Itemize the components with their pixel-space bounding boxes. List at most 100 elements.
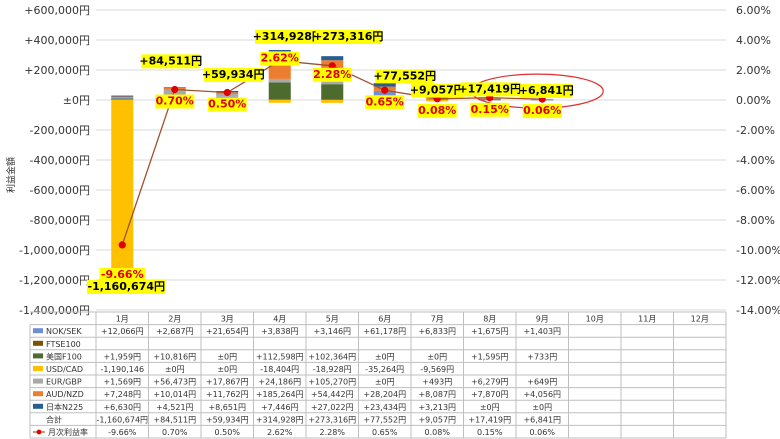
table-cell: +102,364円 bbox=[308, 352, 356, 361]
bar-segment bbox=[321, 99, 344, 101]
table-cell: +7,870円 bbox=[471, 390, 509, 399]
table-cell: 0.65% bbox=[372, 428, 398, 437]
table-cell: 0.50% bbox=[215, 428, 241, 437]
bar-segment bbox=[111, 96, 134, 98]
bar-segment bbox=[321, 56, 344, 61]
y2-tick-label: -4.00% bbox=[736, 154, 775, 167]
rate-label-bg bbox=[207, 97, 247, 112]
legend-label: NOK/SEK bbox=[46, 327, 82, 336]
table-cell: +11,762円 bbox=[206, 390, 249, 399]
table-cell: +59,934円 bbox=[206, 415, 249, 424]
table-cell: +23,434円 bbox=[363, 403, 406, 412]
rate-label-bg bbox=[470, 102, 510, 117]
y-tick-label: -600,000円 bbox=[30, 184, 90, 197]
table-cell: +649円 bbox=[527, 378, 557, 387]
bar-segment bbox=[111, 98, 134, 100]
y-tick-label: -1,200,000円 bbox=[19, 274, 90, 287]
bar-segment bbox=[321, 84, 344, 100]
table-cell: 0.15% bbox=[477, 428, 503, 437]
table-cell: +273,316円 bbox=[308, 415, 356, 424]
rate-label-bg bbox=[417, 103, 457, 118]
table-cell: ±0円 bbox=[375, 378, 395, 387]
table-cell: +84,511円 bbox=[153, 415, 196, 424]
table-cell: -1,160,674円 bbox=[96, 415, 148, 424]
table-cell: -9,569円 bbox=[420, 365, 454, 374]
table-header-cell: 6月 bbox=[378, 315, 391, 324]
table-cell: +10,816円 bbox=[153, 352, 196, 361]
table-cell: -18,404円 bbox=[260, 365, 299, 374]
table-header-cell: 12月 bbox=[691, 315, 709, 324]
y2-tick-label: 0.00% bbox=[736, 94, 771, 107]
table-cell: +1,675円 bbox=[471, 327, 509, 336]
table-cell: +56,473円 bbox=[153, 378, 196, 387]
bar-segment bbox=[111, 95, 134, 97]
total-label: +77,552円 bbox=[373, 69, 436, 82]
y-tick-label: -400,000円 bbox=[30, 154, 90, 167]
rate-label-bg bbox=[260, 51, 300, 66]
table-cell: +7,248円 bbox=[103, 390, 141, 399]
total-label-bg bbox=[375, 69, 435, 84]
legend-key bbox=[33, 366, 43, 371]
table-cell: +7,446円 bbox=[261, 403, 299, 412]
legend-label: EUR/GBP bbox=[46, 378, 82, 387]
table-cell: +17,419円 bbox=[468, 415, 511, 424]
table-header-cell: 9月 bbox=[536, 315, 549, 324]
total-label-bg bbox=[203, 68, 263, 83]
y2-tick-label: -6.00% bbox=[736, 184, 775, 197]
y2-tick-label: 6.00% bbox=[736, 4, 771, 17]
y-tick-label: ±0円 bbox=[63, 94, 90, 107]
table-cell: +1,959円 bbox=[103, 352, 141, 361]
table-cell: +733円 bbox=[527, 352, 557, 361]
table-cell: +3,838円 bbox=[261, 327, 299, 336]
table-cell: +24,186円 bbox=[258, 378, 301, 387]
rate-label: -9.66% bbox=[101, 268, 144, 281]
table-header-cell: 4月 bbox=[273, 315, 286, 324]
bar-segment bbox=[111, 100, 134, 279]
legend-key bbox=[36, 429, 42, 435]
table-cell: +9,057円 bbox=[418, 415, 456, 424]
table-cell: +27,022円 bbox=[311, 403, 354, 412]
rate-label: 2.28% bbox=[313, 68, 351, 81]
total-label: +59,934円 bbox=[202, 68, 265, 81]
table-header-cell: 1月 bbox=[116, 315, 129, 324]
table-cell: 2.28% bbox=[320, 428, 346, 437]
table-header-cell: 7月 bbox=[431, 315, 444, 324]
table-cell: +4,056円 bbox=[523, 390, 561, 399]
y2-tick-label: -12.00% bbox=[736, 274, 780, 287]
y-tick-label: +400,000円 bbox=[24, 34, 90, 47]
table-cell: 0.70% bbox=[162, 428, 188, 437]
y2-tick-label: -8.00% bbox=[736, 214, 775, 227]
legend-label: 合計 bbox=[46, 414, 62, 424]
table-cell: +1,595円 bbox=[471, 352, 509, 361]
y-tick-label: -800,000円 bbox=[30, 214, 90, 227]
y-tick-label: +200,000円 bbox=[24, 64, 90, 77]
table-cell: +21,654円 bbox=[206, 327, 249, 336]
table-cell: -18,928円 bbox=[313, 365, 352, 374]
table-cell: 0.06% bbox=[530, 428, 556, 437]
table-cell: ±0円 bbox=[427, 352, 447, 361]
rate-label-bg bbox=[99, 268, 146, 282]
rate-label: 0.08% bbox=[418, 104, 456, 117]
y-axis-title: 利益金額 bbox=[5, 157, 17, 193]
rate-label: 0.65% bbox=[366, 95, 404, 108]
table-cell: -1,190,146 bbox=[100, 365, 144, 374]
table-cell: 2.62% bbox=[267, 428, 293, 437]
total-label: +9,057円 bbox=[410, 84, 465, 97]
table-cell: +493円 bbox=[422, 378, 452, 387]
total-label: -1,160,674円 bbox=[88, 280, 166, 293]
table-cell: ±0円 bbox=[165, 365, 185, 374]
table-cell: +4,521円 bbox=[156, 403, 194, 412]
legend-key bbox=[33, 391, 43, 397]
total-label: +17,419円 bbox=[458, 82, 521, 95]
legend-label: 日本N225 bbox=[46, 402, 83, 412]
y2-tick-label: 2.00% bbox=[736, 64, 771, 77]
rate-label: 0.70% bbox=[156, 95, 194, 108]
total-label-bg bbox=[411, 83, 464, 98]
table-cell: -9.66% bbox=[108, 428, 137, 437]
y2-tick-label: -2.00% bbox=[736, 124, 775, 137]
total-label-bg bbox=[315, 30, 381, 45]
legend-label: 月次利益率 bbox=[48, 427, 88, 437]
table-cell: +17,867円 bbox=[206, 378, 249, 387]
table-cell: +6,833円 bbox=[418, 327, 456, 336]
table-cell: +6,279円 bbox=[471, 378, 509, 387]
